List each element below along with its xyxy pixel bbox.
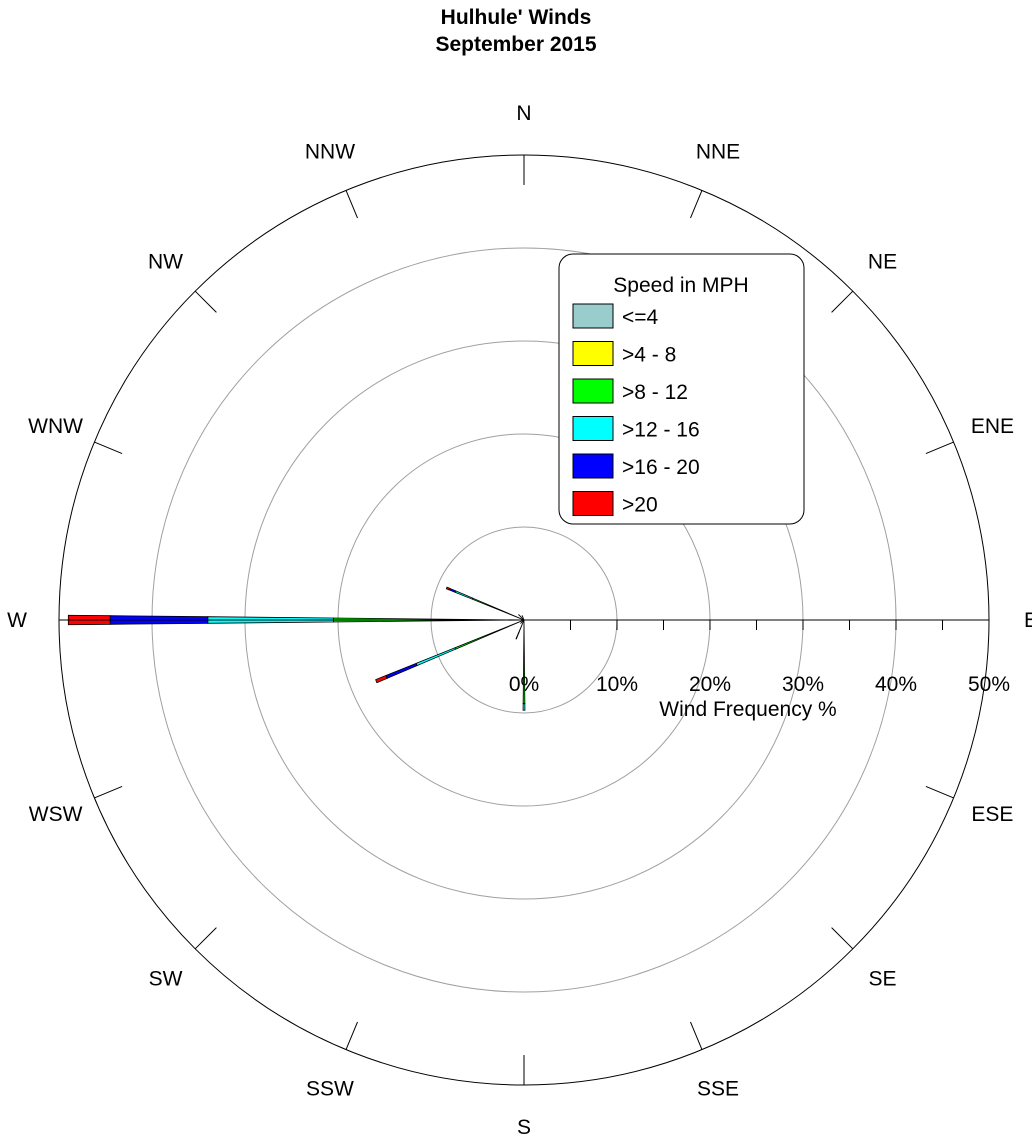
direction-tick	[194, 290, 217, 313]
petal-wsw-4	[385, 662, 418, 679]
direction-tick	[925, 786, 954, 799]
direction-tick	[925, 441, 954, 454]
legend-swatch	[572, 491, 614, 516]
radial-axis-title: Wind Frequency %	[659, 698, 836, 721]
direction-label-ese: ESE	[971, 803, 1013, 826]
direction-tick	[345, 190, 358, 219]
petal-s-3	[522, 703, 526, 711]
radial-tick-label: 20%	[689, 673, 731, 696]
petal-wnw-3	[454, 590, 474, 600]
legend: Speed in MPH <=4 >4 - 8 >8 - 12 >12 - 16 >16…	[558, 253, 805, 525]
petal-nw-4	[518, 614, 522, 618]
legend-swatch	[572, 341, 614, 366]
direction-label-n: N	[516, 102, 531, 125]
frequency-axis: 0% 10% 20% 30% 40% 50% Wind Frequency %	[59, 619, 1010, 721]
legend-title: Speed in MPH	[613, 274, 748, 297]
legend-box	[558, 253, 805, 525]
direction-label-w: W	[7, 609, 27, 632]
direction-label-sse: SSE	[697, 1077, 739, 1100]
direction-label-nne: NNE	[696, 141, 740, 164]
direction-label-nnw: NNW	[305, 141, 355, 164]
direction-label-s: S	[517, 1116, 531, 1135]
petal-wnw-4	[448, 587, 457, 593]
wind-petals	[67, 586, 526, 711]
legend-label: <=4	[622, 306, 659, 329]
direction-tick	[831, 927, 854, 950]
direction-tick	[345, 1021, 358, 1050]
direction-label-wnw: WNW	[28, 415, 83, 438]
legend-swatch	[572, 416, 614, 441]
direction-tick	[690, 190, 703, 219]
legend-label: >16 - 20	[622, 456, 700, 479]
petal-ssw-4	[515, 636, 518, 640]
legend-label: >20	[622, 494, 658, 517]
direction-label-e: E	[1024, 609, 1032, 632]
petal-wnw-2	[471, 597, 525, 621]
petal-wnw-5	[445, 586, 451, 591]
direction-labels: N NNE NE ENE E ESE SE SSE S SSW SW WSW W WNW NW NNW	[7, 102, 1032, 1135]
legend-label: >8 - 12	[622, 381, 688, 404]
direction-label-wsw: WSW	[29, 803, 83, 826]
radial-tick-label: 40%	[875, 673, 917, 696]
petal-sw-2	[520, 619, 525, 624]
legend-swatch	[572, 453, 614, 479]
direction-label-ssw: SSW	[306, 1077, 354, 1100]
petal-nnw-2	[521, 615, 525, 621]
legend-label: >12 - 16	[622, 419, 700, 442]
radial-tick-label: 0%	[509, 673, 539, 696]
direction-tick	[831, 290, 854, 313]
direction-label-ne: NE	[868, 250, 897, 273]
petal-wsw-5	[375, 674, 388, 684]
direction-label-se: SE	[868, 968, 896, 991]
radial-tick-label: 50%	[968, 673, 1010, 696]
legend-swatch	[572, 303, 614, 329]
chart-title: Hulhule' Winds	[440, 6, 592, 29]
direction-tick	[194, 927, 217, 950]
legend-label: >4 - 8	[622, 344, 676, 367]
petal-ssw-3	[516, 632, 520, 638]
chart-subtitle: September 2015	[435, 33, 597, 56]
radial-tick-label: 30%	[782, 673, 824, 696]
direction-label-sw: SW	[149, 968, 183, 991]
direction-label-ene: ENE	[971, 415, 1014, 438]
chart-title-block: Hulhule' Winds September 2015	[0, 4, 1032, 58]
petal-wsw-2	[454, 619, 525, 650]
direction-tick	[94, 786, 123, 799]
legend-swatch	[572, 378, 614, 404]
direction-tick	[94, 441, 123, 454]
radial-tick-label: 10%	[596, 673, 638, 696]
direction-tick	[690, 1021, 703, 1050]
direction-label-nw: NW	[148, 250, 183, 273]
